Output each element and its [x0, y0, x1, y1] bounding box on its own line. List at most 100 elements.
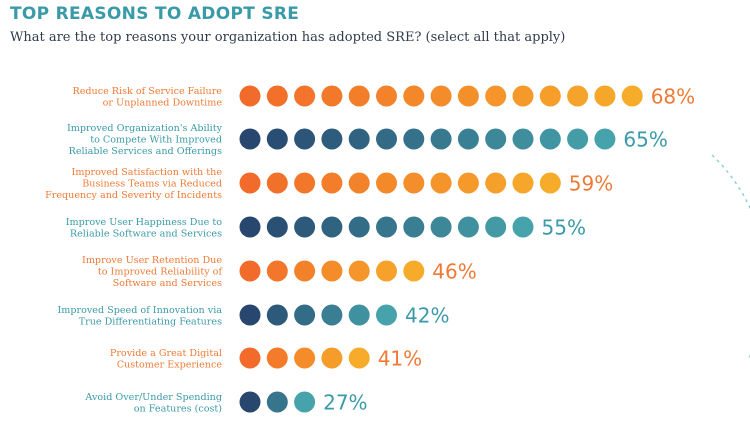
chart-subtitle: What are the top reasons your organizati… [10, 30, 566, 45]
value-dot [348, 216, 370, 238]
value-dot [485, 216, 507, 238]
value-dot [430, 216, 452, 238]
value-dot [321, 347, 343, 369]
value-dot [294, 391, 316, 413]
value-dot [321, 216, 343, 238]
value-dot [539, 128, 561, 150]
value-dot [239, 128, 261, 150]
value-dot [266, 304, 288, 326]
category-label: Provide a Great Digital [110, 348, 222, 359]
value-dot [457, 85, 479, 107]
category-label: Reliable Services and Offerings [69, 146, 222, 157]
value-dot [512, 172, 534, 194]
value-label: 68% [651, 85, 695, 109]
value-dot [266, 216, 288, 238]
category-label: Improved Satisfaction with the [72, 167, 223, 178]
category-label: on Features (cost) [134, 403, 222, 414]
value-dot [539, 172, 561, 194]
value-dot [403, 172, 425, 194]
value-dot [294, 172, 316, 194]
value-label: 59% [569, 172, 613, 196]
value-dot [321, 85, 343, 107]
value-dot [294, 128, 316, 150]
value-dot [348, 172, 370, 194]
category-label: Avoid Over/Under Spending [84, 392, 222, 403]
value-label: 46% [432, 260, 476, 284]
category-label: Improved Speed of Innovation via [57, 305, 222, 316]
value-dot [457, 128, 479, 150]
value-dot [321, 304, 343, 326]
value-dot [376, 216, 397, 238]
value-label: 41% [378, 347, 422, 371]
value-dot [403, 128, 425, 150]
value-dot [266, 260, 288, 282]
category-label: or Unplanned Downtime [103, 97, 223, 108]
value-dot [266, 85, 288, 107]
value-dot [376, 85, 397, 107]
value-dot [403, 85, 425, 107]
value-dot [294, 304, 316, 326]
category-label: Reduce Risk of Service Failure [72, 86, 222, 97]
value-dot [239, 304, 261, 326]
value-dot [348, 260, 370, 282]
category-label: Frequency and Severity of Incidents [45, 190, 222, 201]
category-label: True Differentiating Features [79, 316, 222, 327]
category-label: to Compete With Improved [90, 135, 222, 146]
value-dot [539, 85, 561, 107]
value-dot [403, 216, 425, 238]
value-dot [348, 347, 370, 369]
value-dot [376, 172, 397, 194]
value-dot [376, 304, 397, 326]
value-dot [430, 172, 452, 194]
category-label: Improve User Retention Due [82, 255, 222, 266]
value-dot [239, 391, 261, 413]
chart-title: TOP REASONS TO ADOPT SRE [10, 4, 300, 24]
value-dot [239, 260, 261, 282]
category-label: Reliable Software and Services [70, 228, 222, 239]
category-label: Software and Services [113, 278, 222, 289]
value-dot [512, 216, 534, 238]
value-dot [621, 85, 643, 107]
value-dot [321, 172, 343, 194]
value-label: 27% [323, 391, 367, 415]
value-dot [348, 304, 370, 326]
category-label: Customer Experience [117, 359, 223, 370]
value-dot [321, 260, 343, 282]
value-dot [376, 128, 397, 150]
value-dot [294, 216, 316, 238]
value-dot [294, 347, 316, 369]
value-dot [321, 128, 343, 150]
category-label: to Improved Reliability of [98, 267, 224, 278]
value-dot [430, 85, 452, 107]
value-dot [266, 391, 288, 413]
category-label: Improve User Happiness Due to [66, 217, 223, 228]
value-dot [457, 172, 479, 194]
value-dot [403, 260, 425, 282]
value-dot [348, 85, 370, 107]
category-label: Business Teams via Reduced [82, 179, 222, 190]
value-dot [567, 85, 589, 107]
value-dot [294, 260, 316, 282]
value-dot [457, 216, 479, 238]
value-dot [239, 347, 261, 369]
value-dot [567, 128, 589, 150]
value-dot [266, 347, 288, 369]
decorative-dashed-arc [711, 154, 750, 361]
value-dot [239, 216, 261, 238]
value-label: 65% [623, 128, 667, 152]
value-dot [594, 128, 616, 150]
value-dot [485, 85, 507, 107]
value-dot [594, 85, 616, 107]
value-dot [430, 128, 452, 150]
category-label: Improved Organization's Ability [67, 123, 223, 134]
value-dot [348, 128, 370, 150]
value-label: 42% [405, 304, 449, 328]
value-dot [485, 128, 507, 150]
value-label: 55% [542, 216, 586, 240]
value-dot [512, 128, 534, 150]
value-dot [485, 172, 507, 194]
value-dot [266, 172, 288, 194]
value-dot [266, 128, 288, 150]
value-dot [512, 85, 534, 107]
